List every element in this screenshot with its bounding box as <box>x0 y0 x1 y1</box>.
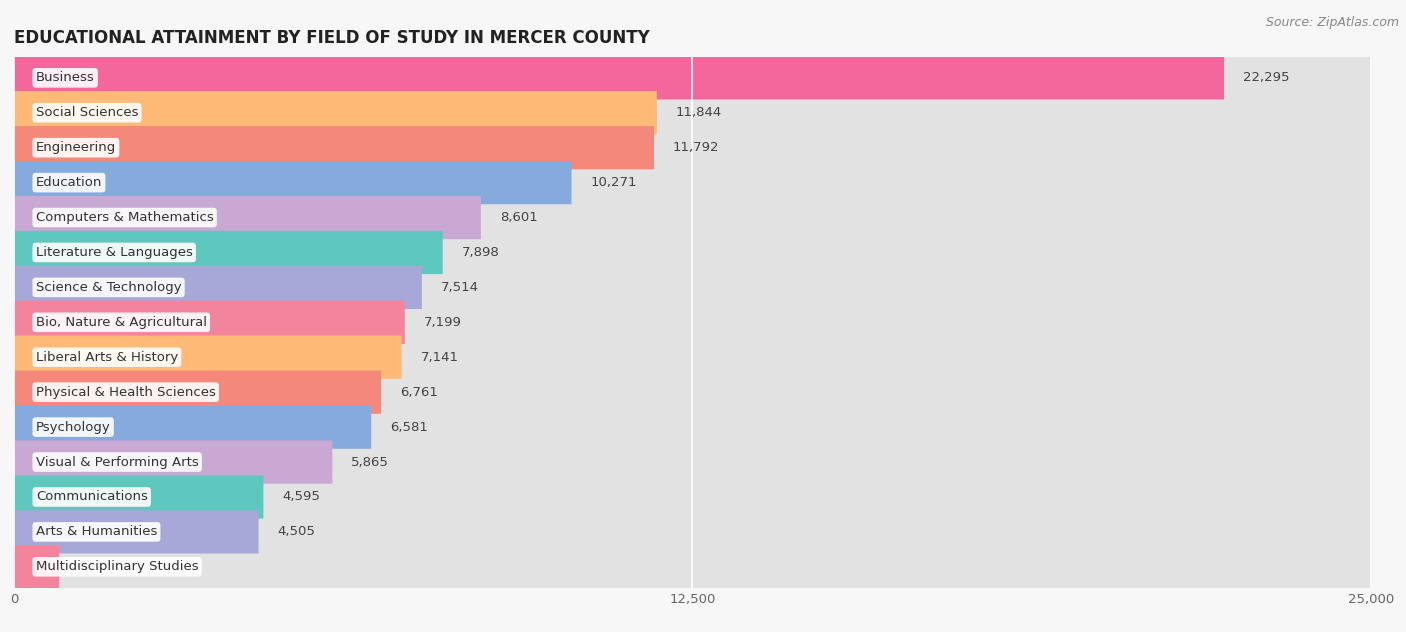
FancyBboxPatch shape <box>14 441 332 483</box>
Text: 11,792: 11,792 <box>673 141 720 154</box>
FancyBboxPatch shape <box>14 56 1225 99</box>
FancyBboxPatch shape <box>14 126 1371 169</box>
Text: Psychology: Psychology <box>35 421 111 434</box>
FancyBboxPatch shape <box>14 406 1371 449</box>
Text: Computers & Mathematics: Computers & Mathematics <box>35 211 214 224</box>
Text: Engineering: Engineering <box>35 141 117 154</box>
FancyBboxPatch shape <box>14 265 422 309</box>
FancyBboxPatch shape <box>14 301 1371 344</box>
FancyBboxPatch shape <box>14 475 263 519</box>
Text: 7,141: 7,141 <box>420 351 458 364</box>
FancyBboxPatch shape <box>14 336 402 379</box>
Text: 22,295: 22,295 <box>1243 71 1289 84</box>
FancyBboxPatch shape <box>14 510 259 554</box>
FancyBboxPatch shape <box>14 231 1371 274</box>
FancyBboxPatch shape <box>14 475 1371 519</box>
Text: 5,865: 5,865 <box>352 456 389 468</box>
FancyBboxPatch shape <box>14 545 1371 588</box>
Text: 7,514: 7,514 <box>441 281 479 294</box>
Text: Communications: Communications <box>35 490 148 504</box>
FancyBboxPatch shape <box>14 91 1371 135</box>
FancyBboxPatch shape <box>14 161 571 204</box>
Text: 4,595: 4,595 <box>283 490 321 504</box>
FancyBboxPatch shape <box>14 161 1371 204</box>
Text: Social Sciences: Social Sciences <box>35 106 138 119</box>
Text: Source: ZipAtlas.com: Source: ZipAtlas.com <box>1265 16 1399 29</box>
FancyBboxPatch shape <box>14 91 657 135</box>
FancyBboxPatch shape <box>14 406 371 449</box>
Text: 8,601: 8,601 <box>501 211 537 224</box>
FancyBboxPatch shape <box>14 126 654 169</box>
Text: Business: Business <box>35 71 94 84</box>
Text: 10,271: 10,271 <box>591 176 637 189</box>
FancyBboxPatch shape <box>14 301 405 344</box>
Text: 4,505: 4,505 <box>277 525 315 538</box>
Text: 6,581: 6,581 <box>391 421 427 434</box>
FancyBboxPatch shape <box>14 231 443 274</box>
Text: Multidisciplinary Studies: Multidisciplinary Studies <box>35 561 198 573</box>
Text: Science & Technology: Science & Technology <box>35 281 181 294</box>
FancyBboxPatch shape <box>14 196 1371 239</box>
Text: EDUCATIONAL ATTAINMENT BY FIELD OF STUDY IN MERCER COUNTY: EDUCATIONAL ATTAINMENT BY FIELD OF STUDY… <box>14 29 650 47</box>
FancyBboxPatch shape <box>14 56 1371 99</box>
Text: Arts & Humanities: Arts & Humanities <box>35 525 157 538</box>
FancyBboxPatch shape <box>14 370 381 414</box>
Text: Literature & Languages: Literature & Languages <box>35 246 193 259</box>
Text: Liberal Arts & History: Liberal Arts & History <box>35 351 179 364</box>
FancyBboxPatch shape <box>14 265 1371 309</box>
FancyBboxPatch shape <box>14 370 1371 414</box>
Text: 6,761: 6,761 <box>399 386 437 399</box>
Text: 832: 832 <box>79 561 104 573</box>
Text: 11,844: 11,844 <box>676 106 723 119</box>
FancyBboxPatch shape <box>14 510 1371 554</box>
Text: Education: Education <box>35 176 103 189</box>
Text: 7,898: 7,898 <box>461 246 499 259</box>
Text: 7,199: 7,199 <box>423 316 461 329</box>
FancyBboxPatch shape <box>14 196 481 239</box>
FancyBboxPatch shape <box>14 441 1371 483</box>
FancyBboxPatch shape <box>14 336 1371 379</box>
Text: Physical & Health Sciences: Physical & Health Sciences <box>35 386 215 399</box>
Text: Bio, Nature & Agricultural: Bio, Nature & Agricultural <box>35 316 207 329</box>
FancyBboxPatch shape <box>14 545 59 588</box>
Text: Visual & Performing Arts: Visual & Performing Arts <box>35 456 198 468</box>
